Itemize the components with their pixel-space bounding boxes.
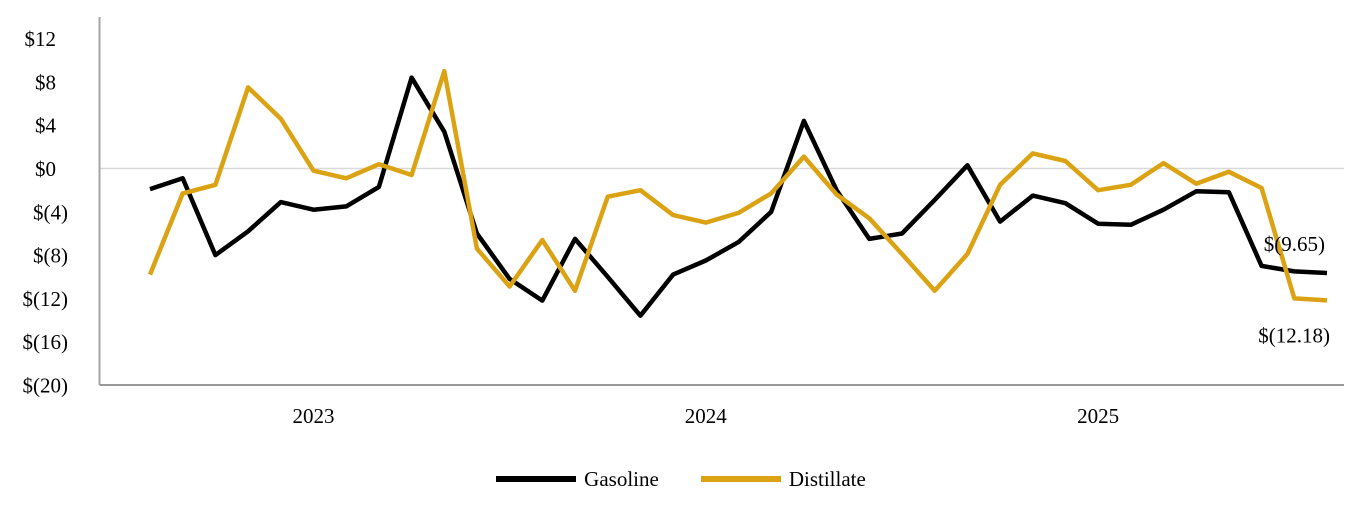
y-axis-tick-label: $(8) <box>33 244 68 268</box>
legend-item-distillate: Distillate <box>700 466 866 492</box>
legend-label-distillate: Distillate <box>788 467 866 491</box>
y-axis-tick-label: $(12) <box>23 287 69 311</box>
x-axis-year-label: 2025 <box>1077 404 1119 428</box>
y-axis-tick-label: $4 <box>35 114 57 138</box>
chart-legend: Gasoline Distillate <box>0 466 1362 492</box>
distillate-end-value-annotation: $(12.18) <box>1258 323 1330 347</box>
y-axis-tick-label: $(4) <box>33 200 68 224</box>
y-axis-tick-label: $12 <box>25 27 57 51</box>
y-axis-tick-label: $0 <box>35 157 56 181</box>
y-axis-tick-label: $(16) <box>23 330 69 354</box>
distillate-series-line <box>147 68 1328 303</box>
x-axis-year-label: 2024 <box>685 404 728 428</box>
x-axis-year-label: 2023 <box>292 404 334 428</box>
y-axis-tick-label: $(20) <box>23 374 69 398</box>
y-axis-tick-label: $8 <box>35 70 56 94</box>
legend-item-gasoline: Gasoline <box>496 466 659 492</box>
distillate-line-swatch <box>700 476 781 482</box>
gasoline-end-value-annotation: $(9.65) <box>1264 232 1325 256</box>
gasoline-series-line <box>149 75 1328 318</box>
legend-label-gasoline: Gasoline <box>584 467 659 491</box>
gasoline-line-swatch <box>496 476 577 482</box>
